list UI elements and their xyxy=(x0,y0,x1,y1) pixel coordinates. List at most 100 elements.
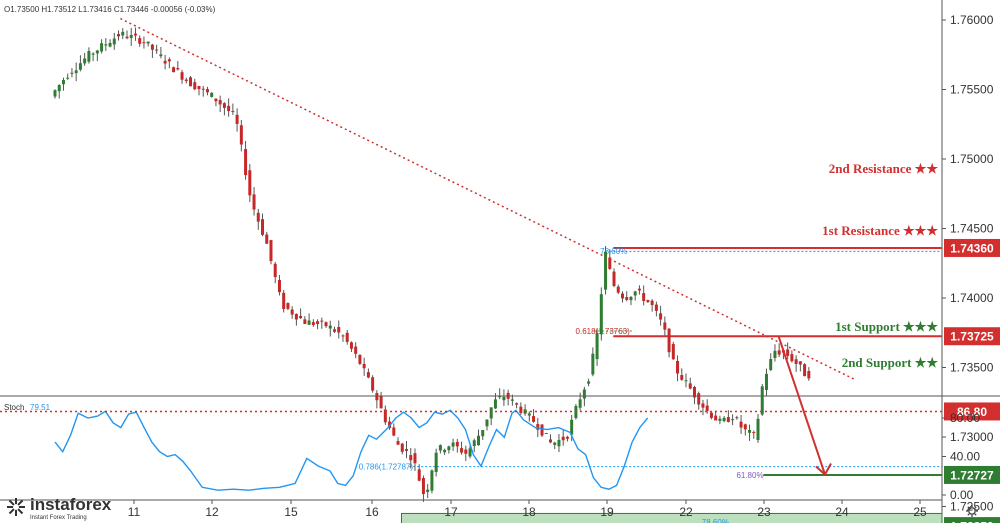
candle-body xyxy=(532,416,536,422)
price-tick-label: 1.74500 xyxy=(950,222,994,236)
candle-body xyxy=(193,82,197,90)
candle-body xyxy=(743,424,747,430)
candle-body xyxy=(764,373,768,390)
candle-body xyxy=(265,234,269,244)
price-tick-label: 1.75500 xyxy=(950,83,994,97)
fib-label-786-top: 78.60% xyxy=(600,247,627,256)
instaforex-logo: instaforex Instant Forex Trading xyxy=(7,495,112,521)
candle-body xyxy=(553,442,557,445)
candle-body xyxy=(78,63,82,70)
candle-body xyxy=(794,359,798,364)
candle-body xyxy=(252,194,256,210)
candle-body xyxy=(379,396,383,409)
candle-body xyxy=(464,449,468,454)
candle-body xyxy=(197,85,201,90)
candle-body xyxy=(345,332,349,342)
candle-body xyxy=(180,72,184,80)
price-tick-label: 1.75000 xyxy=(950,152,994,166)
candle-body xyxy=(515,403,519,405)
candle-body xyxy=(218,100,222,105)
candle-body xyxy=(498,396,502,398)
candle-body xyxy=(299,315,303,319)
candle-body xyxy=(468,448,472,457)
candle-body xyxy=(506,392,510,399)
candle-body xyxy=(519,406,523,413)
candle-body xyxy=(705,405,709,411)
candle-body xyxy=(421,478,425,494)
stoch-tick-label: 40.00 xyxy=(950,450,980,464)
candle-body xyxy=(752,432,756,434)
fib-label-786-bottom: 78.60% xyxy=(702,518,729,523)
candle-body xyxy=(582,389,586,399)
level-tag-2 xyxy=(944,327,1000,346)
candle-body xyxy=(684,380,688,382)
candle-body xyxy=(629,296,633,301)
candle-body xyxy=(443,449,447,453)
price-tick-label: 1.74000 xyxy=(950,291,994,305)
time-tick-label: 23 xyxy=(757,505,771,519)
fib-label-618-bottom: 61.80% xyxy=(736,471,763,480)
candle-body xyxy=(286,303,290,309)
candle-body xyxy=(282,292,286,310)
candle-body xyxy=(239,125,243,145)
candle-body xyxy=(396,441,400,445)
candle-body xyxy=(409,455,413,461)
stoch-level-tag xyxy=(944,402,1000,421)
price-tick-label: 1.76000 xyxy=(950,13,994,27)
candle-body xyxy=(489,407,493,419)
candle-body xyxy=(83,58,87,64)
candle-body xyxy=(570,419,574,435)
candle-body xyxy=(426,489,430,493)
candle-body xyxy=(354,346,358,354)
candle-body xyxy=(337,327,341,333)
fib-label-786-left: 0.786(1.72787) xyxy=(359,463,414,472)
candle-body xyxy=(777,350,781,355)
candle-body xyxy=(735,417,739,419)
candle-body xyxy=(510,399,514,401)
candle-body xyxy=(366,372,370,378)
settings-gear-icon[interactable] xyxy=(966,505,978,517)
candle-body xyxy=(544,433,548,435)
support-zone-2 xyxy=(401,512,943,523)
candle-body xyxy=(316,321,320,324)
candle-body xyxy=(61,79,65,85)
candle-body xyxy=(358,354,362,364)
candle-body xyxy=(633,291,637,296)
stoch-label: Stoch xyxy=(4,403,24,412)
candle-body xyxy=(460,448,464,453)
candle-body xyxy=(769,359,773,370)
level-label-4: 2nd Support ★★ xyxy=(842,355,939,370)
candle-body xyxy=(392,427,396,436)
candle-body xyxy=(400,443,404,452)
candle-body xyxy=(273,263,277,278)
candle-body xyxy=(307,320,311,325)
candle-body xyxy=(472,440,476,447)
candle-body xyxy=(167,59,171,62)
candle-body xyxy=(803,364,807,377)
candle-body xyxy=(616,286,620,293)
fib-label-618: 0.618(1.73763) xyxy=(576,327,631,336)
candle-body xyxy=(277,279,281,293)
price-tick-label: 1.73000 xyxy=(950,430,994,444)
ohlc-readout: O1.73500 H1.73512 L1.73416 C1.73446 -0.0… xyxy=(4,5,216,14)
stoch-line xyxy=(54,409,649,491)
candle-body xyxy=(591,353,595,375)
candle-body xyxy=(676,360,680,374)
candle-body xyxy=(646,300,650,302)
candle-body xyxy=(671,344,675,360)
candle-body xyxy=(155,49,159,51)
candle-body xyxy=(790,354,794,362)
candle-body xyxy=(231,110,235,112)
candle-body xyxy=(663,322,667,330)
time-tick-label: 18 xyxy=(522,505,536,519)
candle-body xyxy=(189,77,193,87)
candle-body xyxy=(642,293,646,301)
candle-body xyxy=(565,436,569,439)
candle-body xyxy=(159,54,163,57)
candle-body xyxy=(261,219,265,235)
time-tick-label: 19 xyxy=(600,505,614,519)
level-label-2: 1st Resistance ★★★ xyxy=(822,223,938,238)
level-label-3: 1st Support ★★★ xyxy=(835,319,938,334)
time-tick-label: 17 xyxy=(444,505,458,519)
